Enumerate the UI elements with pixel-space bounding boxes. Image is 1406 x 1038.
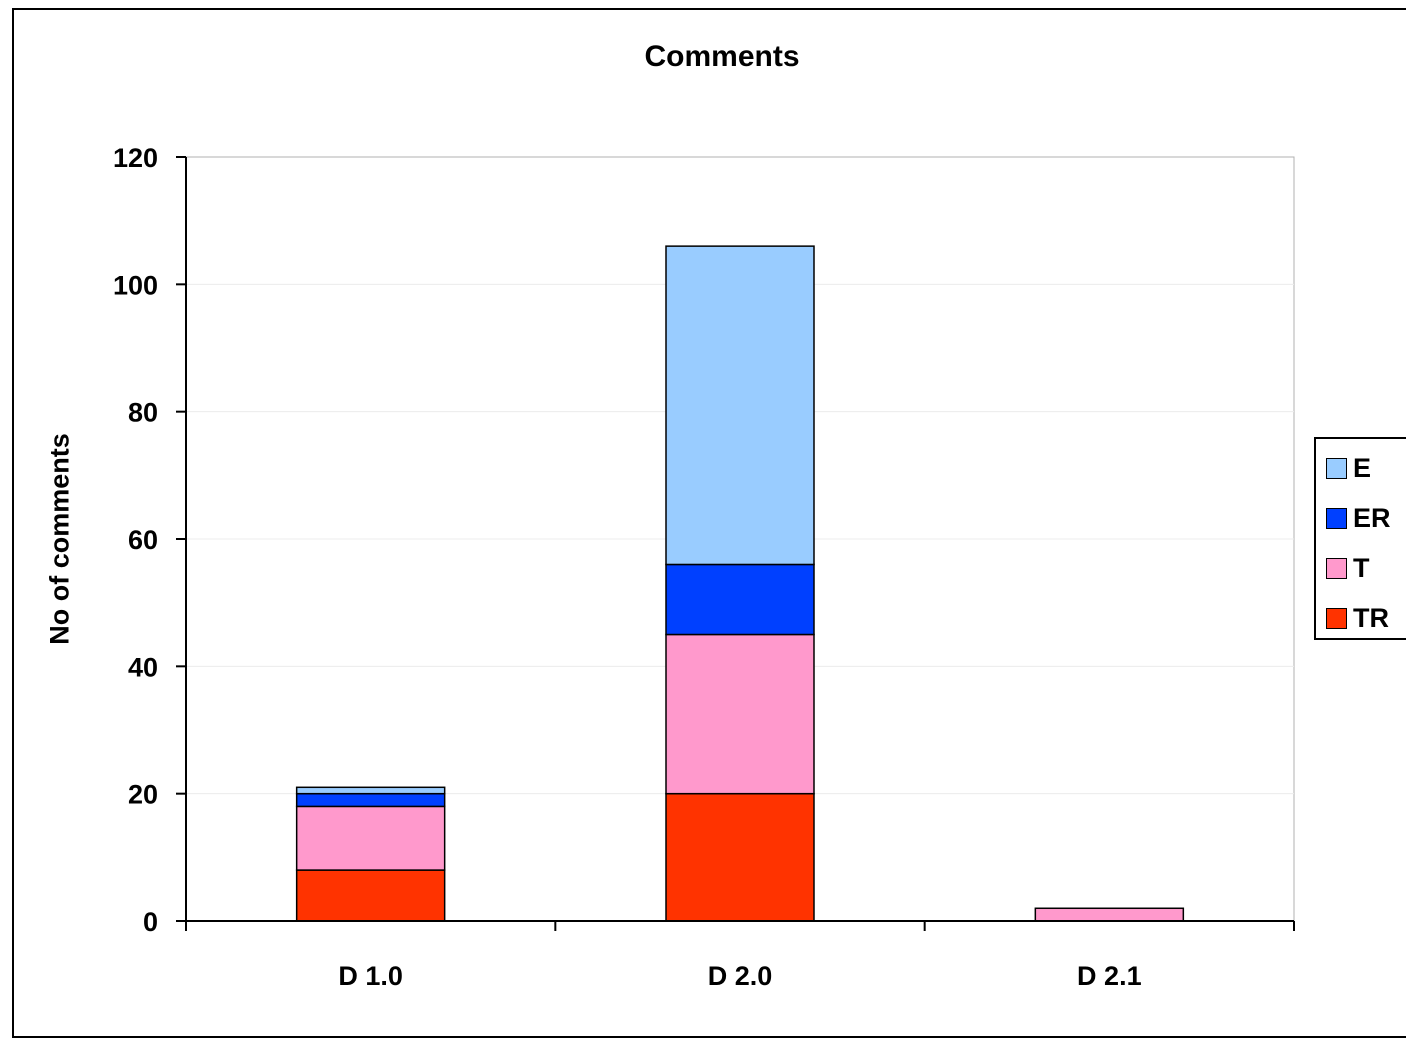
- legend-item-e: E: [1326, 453, 1371, 483]
- x-tick-label: D 1.0: [338, 961, 403, 991]
- legend-label: E: [1353, 452, 1372, 483]
- bar-tr-d20: [665, 792, 815, 922]
- legend-item-t: T: [1326, 553, 1370, 583]
- legend-swatch: [1326, 607, 1347, 629]
- bar-e-d20: [665, 245, 815, 566]
- chart-title: Comments: [644, 40, 800, 73]
- bar-t-d20: [665, 633, 815, 795]
- bar-e-d10: [295, 786, 446, 795]
- y-tick-label: 100: [113, 270, 158, 300]
- y-tick-label: 0: [143, 907, 158, 937]
- y-tick-label: 120: [113, 143, 158, 173]
- x-tick-label: D 2.1: [1077, 961, 1142, 991]
- legend-item-er: ER: [1326, 503, 1391, 533]
- bar-er-d20: [665, 563, 815, 636]
- y-tick-label: 20: [128, 780, 158, 810]
- legend-swatch: [1326, 457, 1347, 479]
- bar-t-d10: [295, 805, 446, 871]
- legend-item-tr: TR: [1326, 603, 1389, 633]
- legend-swatch: [1326, 507, 1347, 529]
- legend-label: ER: [1353, 502, 1391, 533]
- y-tick-label: 40: [128, 652, 158, 682]
- legend: E ER T TR: [1314, 437, 1406, 640]
- legend-swatch: [1326, 557, 1347, 579]
- legend-label: TR: [1353, 602, 1389, 633]
- bar-er-d10: [295, 792, 446, 808]
- bar-t-d21: [1034, 907, 1185, 922]
- legend-label: T: [1353, 552, 1370, 583]
- y-tick-label: 80: [128, 398, 158, 428]
- x-tick-label: D 2.0: [708, 961, 773, 991]
- y-tick-label: 60: [128, 525, 158, 555]
- bar-tr-d10: [295, 869, 446, 922]
